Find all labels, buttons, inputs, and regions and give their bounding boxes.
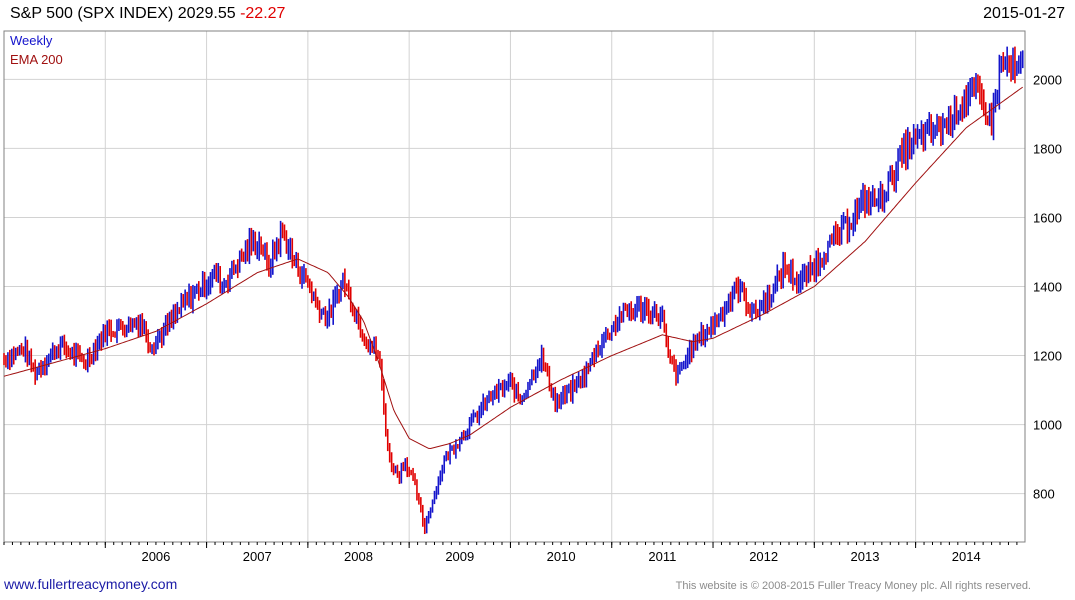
y-tick-label: 1400 [1033,280,1062,295]
copyright-notice: This website is © 2008-2015 Fuller Treac… [675,580,1031,592]
grid-lines [4,31,1025,542]
y-tick-label: 1200 [1033,349,1062,364]
x-tick-label: 2007 [243,549,272,564]
x-axis: 2006 2007 2008 2009 2010 2011 2012 2013 2014 [3,542,1018,564]
y-tick-label: 800 [1033,487,1055,502]
y-tick-label: 1600 [1033,210,1062,225]
chart-date: 2015-01-27 [983,5,1065,22]
y-tick-label: 2000 [1033,72,1062,87]
x-tick-label: 2008 [344,549,373,564]
site-link[interactable]: www.fullertreacymoney.com [4,576,178,592]
x-tick-label: 2006 [141,549,170,564]
x-tick-label: 2013 [851,549,880,564]
x-tick-label: 2011 [648,549,676,564]
x-tick-label: 2009 [445,549,474,564]
last-price: 2029.55 [177,5,236,22]
legend-ema-200: EMA 200 [10,52,63,67]
weekly-price-bars [3,46,1024,535]
legend-weekly: Weekly [10,33,53,48]
x-tick-label: 2014 [952,549,981,564]
y-tick-label: 1800 [1033,141,1062,156]
x-tick-label: 2010 [547,549,576,564]
y-axis-labels: 800 1000 1200 1400 1600 1800 2000 [1033,72,1062,501]
index-name: S&P 500 (SPX INDEX) [10,5,174,22]
ema-200-line [3,86,1023,450]
x-tick-label: 2012 [749,549,778,564]
plot-frame [3,30,1026,543]
price-change: -22.27 [240,5,286,22]
chart-title: S&P 500 (SPX INDEX) 2029.55 -22.27 [10,5,285,23]
y-tick-label: 1000 [1033,418,1062,433]
